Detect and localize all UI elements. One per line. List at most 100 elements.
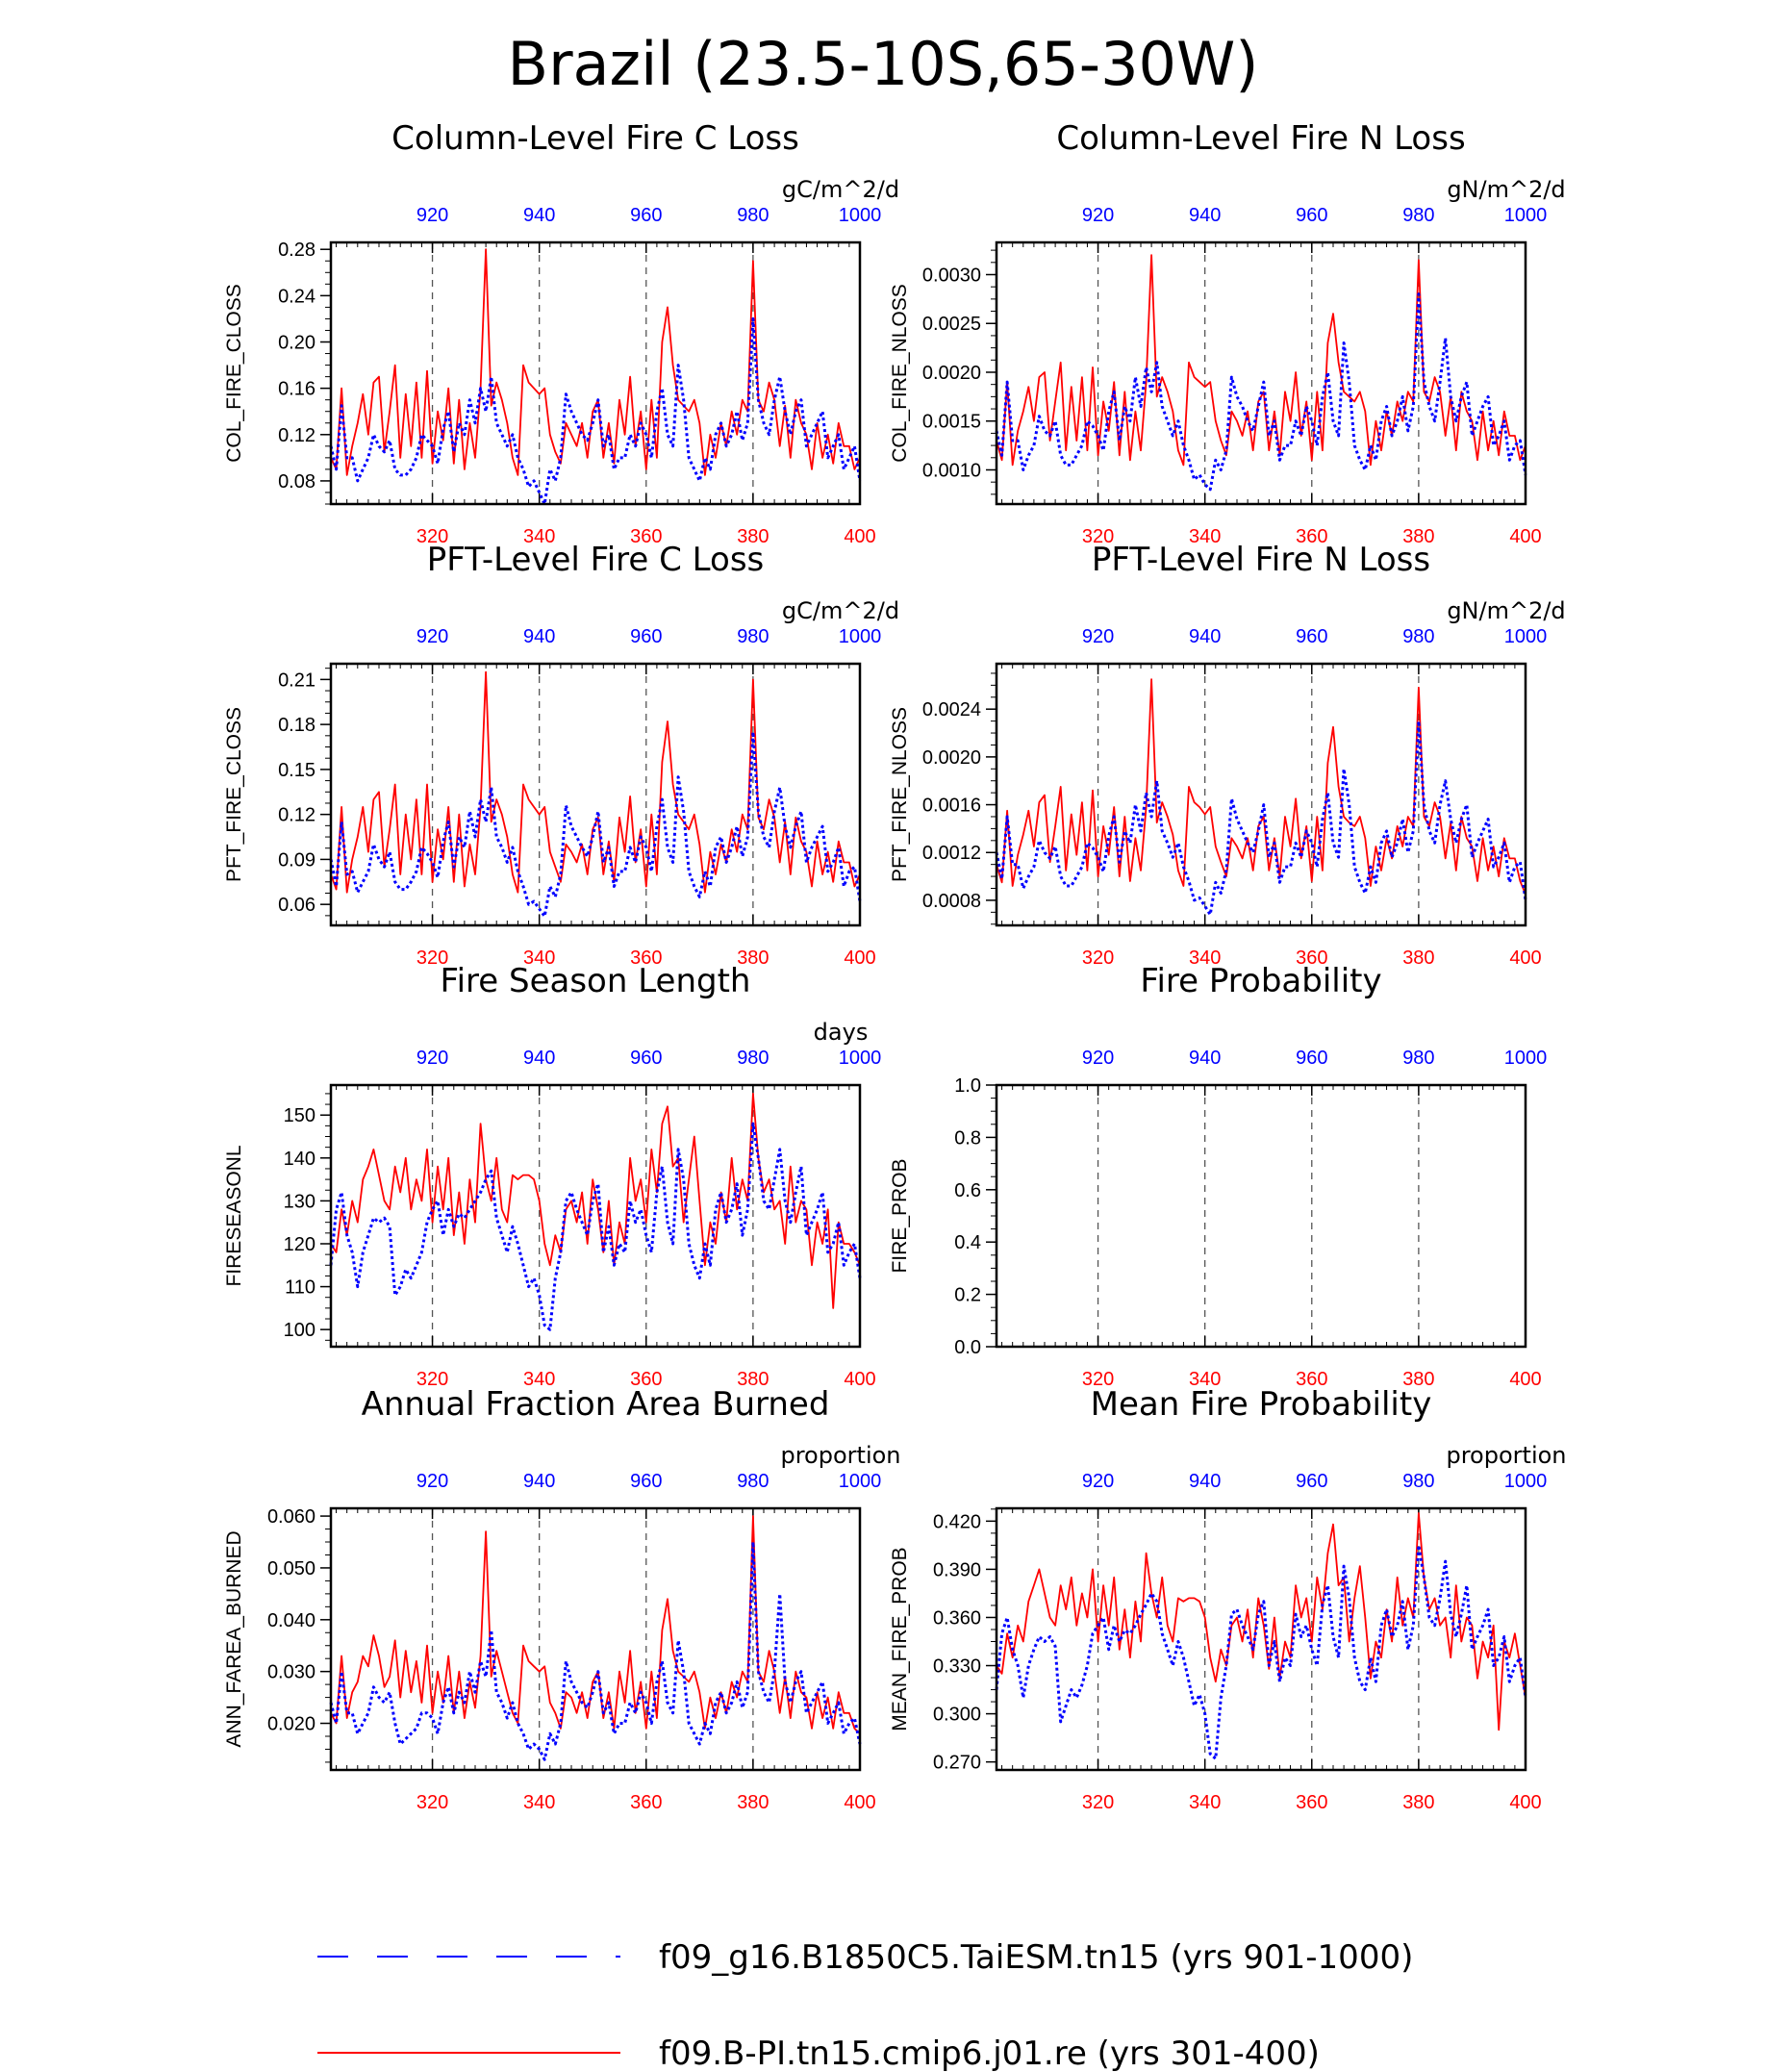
x-tick-label-top: 1000 bbox=[839, 626, 882, 647]
legend-label-2: f09.B-PI.tn15.cmip6.j01.re (yrs 301-400) bbox=[659, 2034, 1320, 2072]
panel-title: PFT-Level Fire N Loss bbox=[1092, 541, 1430, 579]
y-tick-label: 110 bbox=[285, 1277, 315, 1299]
y-tick-label: 0.0030 bbox=[922, 265, 981, 286]
x-tick-label-top: 940 bbox=[523, 626, 555, 647]
y-tick-label: 1.0 bbox=[954, 1075, 981, 1097]
legend: f09_g16.B1850C5.TaiESM.tn15 (yrs 901-100… bbox=[317, 1938, 1413, 2072]
x-tick-label-top: 980 bbox=[737, 1048, 769, 1069]
units-label: gN/m^2/d bbox=[1447, 597, 1565, 624]
plot-frame bbox=[995, 1506, 1527, 1772]
x-tick-label-bottom: 340 bbox=[1189, 948, 1221, 969]
y-tick-label: 0.16 bbox=[278, 379, 315, 400]
x-tick-label-top: 960 bbox=[1296, 1048, 1327, 1069]
x-tick-label-top: 1000 bbox=[1504, 1048, 1548, 1069]
x-tick-label-top: 940 bbox=[523, 1048, 555, 1069]
y-axis-label: MEAN_FIRE_PROB bbox=[889, 1547, 911, 1731]
x-tick-label-top: 980 bbox=[1402, 1471, 1434, 1492]
panel-title: Column-Level Fire N Loss bbox=[1056, 119, 1465, 158]
x-tick-label-bottom: 400 bbox=[844, 526, 875, 547]
y-tick-label: 120 bbox=[284, 1234, 315, 1255]
series-line-red bbox=[996, 254, 1526, 467]
x-tick-label-top: 1000 bbox=[839, 1471, 882, 1492]
series-line-blue bbox=[329, 730, 862, 919]
y-tick-label: 140 bbox=[284, 1149, 315, 1170]
y-tick-label: 0.6 bbox=[954, 1180, 981, 1201]
x-tick-label-bottom: 320 bbox=[416, 1369, 448, 1390]
x-tick-label-top: 960 bbox=[630, 1471, 662, 1492]
y-tick-label: 0.0012 bbox=[922, 843, 981, 864]
x-tick-label-bottom: 380 bbox=[737, 948, 769, 969]
units-label: proportion bbox=[780, 1442, 900, 1469]
x-tick-label-bottom: 340 bbox=[523, 1792, 555, 1813]
x-tick-label-top: 920 bbox=[1082, 626, 1114, 647]
panel-7: Annual Fraction Area Burned proportion 320… bbox=[223, 1385, 901, 1813]
panel-5: Fire Season Length days 320 340 360 380 400 920… bbox=[223, 962, 881, 1390]
units-label: proportion bbox=[1446, 1442, 1566, 1469]
figure-title: Brazil (23.5-10S,65-30W) bbox=[508, 29, 1259, 99]
x-tick-label-top: 920 bbox=[1082, 205, 1114, 226]
x-tick-label-bottom: 320 bbox=[1082, 1792, 1114, 1813]
y-axis-label: FIRESEASONL bbox=[223, 1145, 245, 1286]
x-tick-label-bottom: 340 bbox=[1189, 526, 1221, 547]
x-tick-label-top: 920 bbox=[416, 205, 448, 226]
x-tick-label-top: 980 bbox=[1402, 1048, 1434, 1069]
x-tick-label-bottom: 340 bbox=[523, 1369, 555, 1390]
x-tick-label-top: 1000 bbox=[1504, 205, 1548, 226]
x-tick-label-bottom: 400 bbox=[844, 1792, 875, 1813]
units-label: gC/m^2/d bbox=[782, 597, 899, 624]
x-tick-label-top: 960 bbox=[630, 205, 662, 226]
x-tick-label-bottom: 380 bbox=[737, 1792, 769, 1813]
panel-2: Column-Level Fire N Loss gN/m^2/d 320 340 36… bbox=[889, 119, 1566, 547]
y-tick-label: 0.28 bbox=[278, 240, 315, 261]
x-tick-label-top: 960 bbox=[1296, 626, 1327, 647]
y-tick-label: 0.0015 bbox=[922, 412, 981, 433]
y-tick-label: 0.0008 bbox=[922, 891, 981, 912]
x-tick-label-bottom: 380 bbox=[1402, 1792, 1434, 1813]
plot-frame bbox=[329, 662, 862, 927]
x-tick-label-bottom: 320 bbox=[416, 526, 448, 547]
series-line-blue bbox=[329, 316, 862, 506]
units-label: gC/m^2/d bbox=[782, 176, 899, 203]
x-tick-label-top: 920 bbox=[416, 626, 448, 647]
y-tick-label: 0.8 bbox=[954, 1127, 981, 1149]
x-tick-label-top: 960 bbox=[630, 1048, 662, 1069]
panel-title: Annual Fraction Area Burned bbox=[362, 1385, 830, 1424]
panel-title: Mean Fire Probability bbox=[1091, 1385, 1432, 1424]
x-tick-label-top: 1000 bbox=[839, 1048, 882, 1069]
y-tick-label: 0.08 bbox=[278, 471, 315, 493]
x-tick-label-top: 1000 bbox=[839, 205, 882, 226]
legend-label-1: f09_g16.B1850C5.TaiESM.tn15 (yrs 901-100… bbox=[659, 1938, 1413, 1977]
x-tick-label-top: 920 bbox=[416, 1048, 448, 1069]
x-tick-label-top: 920 bbox=[1082, 1471, 1114, 1492]
y-tick-label: 0.020 bbox=[267, 1714, 315, 1735]
x-tick-label-bottom: 400 bbox=[1509, 1369, 1541, 1390]
plot-frame bbox=[995, 662, 1527, 927]
x-tick-label-top: 940 bbox=[523, 205, 555, 226]
x-tick-label-bottom: 340 bbox=[1189, 1792, 1221, 1813]
series-line-blue bbox=[995, 720, 1527, 917]
x-tick-label-bottom: 340 bbox=[1189, 1369, 1221, 1390]
y-tick-label: 0.0020 bbox=[922, 747, 981, 769]
series-line-blue bbox=[995, 1543, 1527, 1760]
y-tick-label: 0.030 bbox=[267, 1662, 315, 1683]
panel-4: PFT-Level Fire N Loss gN/m^2/d 320 340 360 38… bbox=[889, 541, 1566, 969]
y-tick-label: 0.09 bbox=[278, 849, 315, 871]
x-tick-label-top: 940 bbox=[1189, 205, 1221, 226]
x-tick-label-top: 960 bbox=[630, 626, 662, 647]
plot-frame bbox=[329, 1083, 862, 1349]
y-tick-label: 0.390 bbox=[933, 1559, 981, 1580]
y-axis-label: COL_FIRE_CLOSS bbox=[223, 284, 245, 463]
panel-title: PFT-Level Fire C Loss bbox=[427, 541, 765, 579]
y-tick-label: 0.330 bbox=[933, 1656, 981, 1678]
series-line-blue bbox=[995, 292, 1527, 492]
x-tick-label-bottom: 400 bbox=[1509, 948, 1541, 969]
plot-frame bbox=[329, 1506, 862, 1772]
x-tick-label-top: 940 bbox=[523, 1471, 555, 1492]
panel-1: Column-Level Fire C Loss gC/m^2/d 320 340 36… bbox=[223, 119, 899, 547]
x-tick-label-top: 980 bbox=[1402, 205, 1434, 226]
x-tick-label-bottom: 380 bbox=[1402, 1369, 1434, 1390]
y-tick-label: 0.420 bbox=[933, 1511, 981, 1532]
panel-8: Mean Fire Probability proportion 320 340 360… bbox=[889, 1385, 1567, 1813]
x-tick-label-top: 960 bbox=[1296, 205, 1327, 226]
